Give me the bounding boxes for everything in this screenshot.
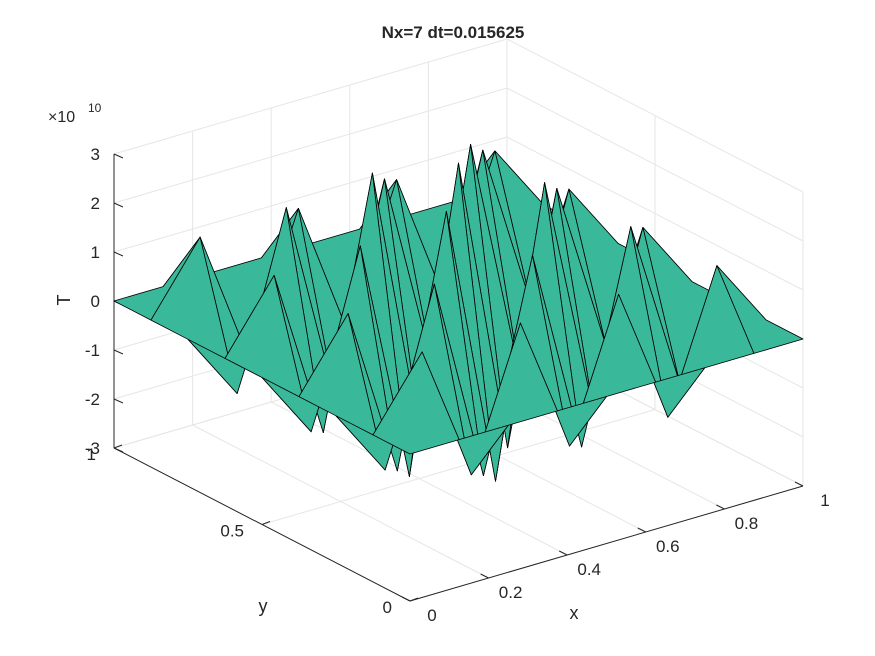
axes-lines bbox=[113, 153, 804, 602]
surface-mesh bbox=[113, 143, 804, 482]
y-tick-label: 1 bbox=[87, 445, 96, 464]
z-tick-label: 0 bbox=[91, 292, 100, 311]
x-tick-mark bbox=[480, 573, 489, 579]
x-tick-mark bbox=[558, 550, 568, 556]
y-tick-label: 0.5 bbox=[220, 522, 244, 541]
x-axis-label: x bbox=[570, 603, 579, 623]
y-tick-label: 0 bbox=[383, 598, 392, 617]
y-gridline bbox=[261, 409, 656, 525]
x-axis-line bbox=[409, 485, 804, 602]
x-tick-label: 0.6 bbox=[656, 537, 680, 556]
x-tick-label: 0.4 bbox=[577, 560, 601, 579]
chart-title: Nx=7 dt=0.015625 bbox=[382, 23, 525, 42]
z-exponent-power: 10 bbox=[88, 101, 102, 115]
z-tick-mark bbox=[113, 251, 124, 257]
y-tick-mark bbox=[113, 444, 123, 449]
z-tick-label: 2 bbox=[91, 194, 100, 213]
z-gridline bbox=[506, 87, 804, 242]
z-gridline bbox=[506, 38, 804, 193]
x-tick-mark bbox=[637, 527, 647, 533]
x-tick-label: 0.2 bbox=[499, 583, 523, 602]
z-gridline bbox=[506, 136, 804, 291]
x-tick-label: 1 bbox=[820, 491, 829, 510]
z-exponent-label: ×10 10 bbox=[48, 101, 102, 126]
z-tick-mark bbox=[113, 153, 124, 159]
x-tick-mark bbox=[716, 504, 725, 510]
z-tick-mark bbox=[113, 202, 124, 208]
z-tick-mark bbox=[113, 349, 124, 355]
y-axis-label: y bbox=[259, 596, 268, 616]
x-tick-mark bbox=[401, 596, 411, 602]
z-exponent-base: ×10 bbox=[48, 109, 75, 126]
z-gridline bbox=[113, 87, 508, 204]
z-tick-label: 3 bbox=[91, 145, 100, 164]
x-tick-mark bbox=[794, 481, 804, 487]
x-tick-label: 0 bbox=[427, 606, 436, 625]
z-gridline bbox=[113, 136, 508, 253]
z-axis-label: T bbox=[54, 295, 74, 306]
x-tick-label: 0.8 bbox=[735, 514, 759, 533]
z-tick-mark bbox=[113, 398, 124, 404]
z-tick-label: -3 bbox=[85, 439, 100, 458]
z-tick-mark bbox=[113, 447, 124, 453]
y-tick-mark bbox=[409, 597, 419, 602]
y-tick-mark bbox=[261, 521, 271, 525]
z-tick-label: -2 bbox=[85, 390, 100, 409]
surface-face bbox=[372, 351, 460, 455]
z-tick-label: -1 bbox=[85, 341, 100, 360]
z-tick-label: 1 bbox=[91, 243, 100, 262]
z-gridline bbox=[113, 38, 508, 155]
